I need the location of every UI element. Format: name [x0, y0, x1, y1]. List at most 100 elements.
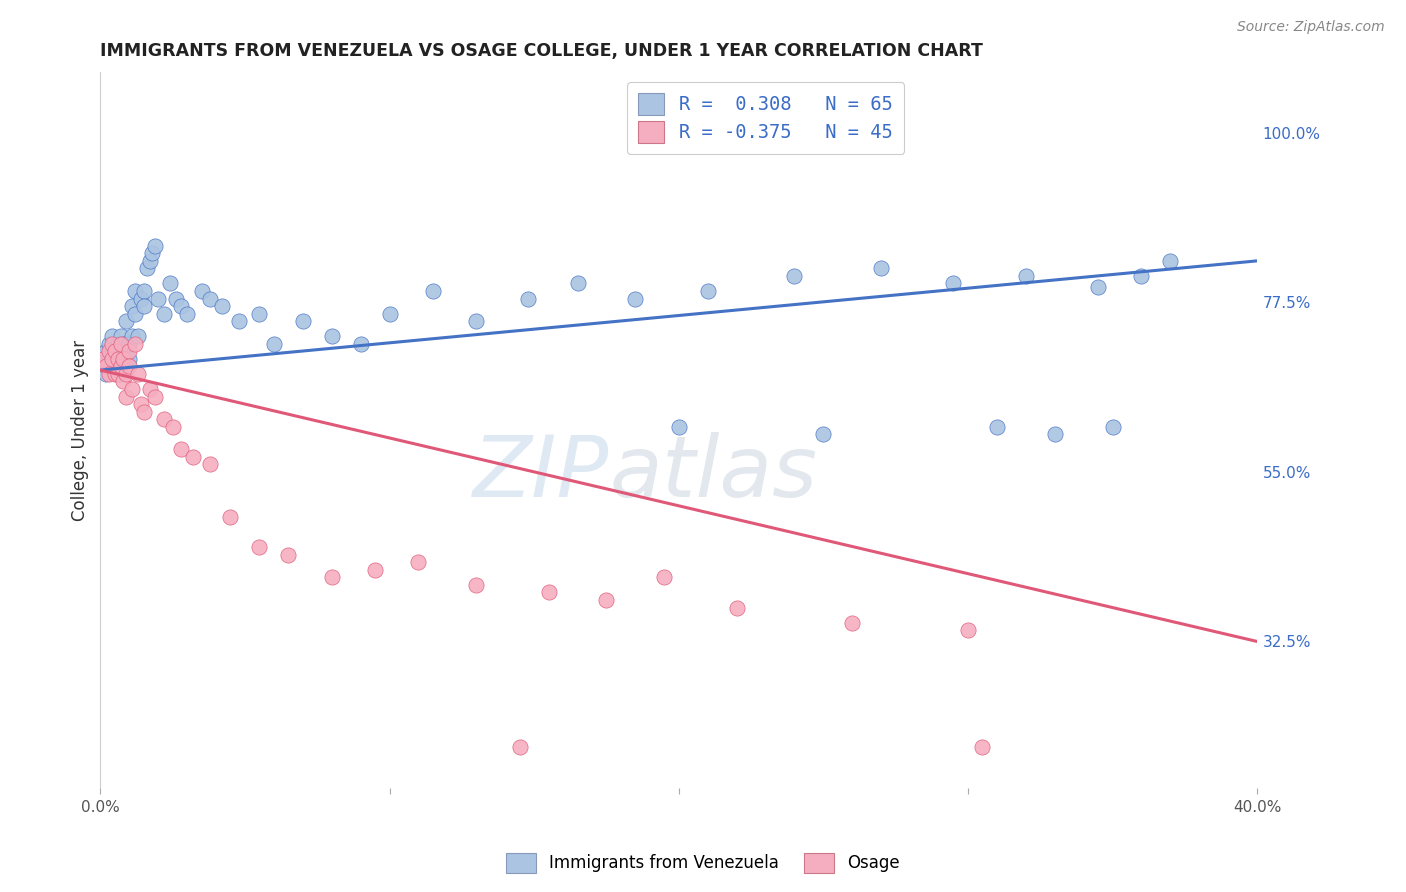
Point	[1159, 253, 1181, 268]
Point	[277, 548, 299, 562]
Point	[110, 359, 132, 374]
Point	[110, 356, 132, 370]
Point	[115, 314, 138, 328]
Point	[870, 261, 893, 276]
Point	[509, 739, 531, 754]
Point	[211, 299, 233, 313]
Point	[124, 336, 146, 351]
Point	[124, 284, 146, 298]
Point	[135, 261, 157, 276]
Point	[101, 336, 124, 351]
Point	[143, 239, 166, 253]
Point	[942, 277, 965, 291]
Point	[94, 367, 117, 381]
Point	[153, 307, 176, 321]
Point	[91, 351, 114, 366]
Point	[132, 299, 155, 313]
Point	[668, 419, 690, 434]
Text: IMMIGRANTS FROM VENEZUELA VS OSAGE COLLEGE, UNDER 1 YEAR CORRELATION CHART: IMMIGRANTS FROM VENEZUELA VS OSAGE COLLE…	[100, 42, 983, 60]
Point	[138, 253, 160, 268]
Point	[263, 336, 285, 351]
Point	[132, 404, 155, 418]
Point	[378, 307, 401, 321]
Point	[115, 390, 138, 404]
Point	[112, 336, 135, 351]
Point	[972, 739, 994, 754]
Point	[1130, 268, 1153, 283]
Point	[112, 351, 135, 366]
Point	[624, 292, 647, 306]
Point	[98, 344, 121, 359]
Point	[98, 356, 121, 370]
Point	[104, 341, 127, 355]
Point	[517, 292, 540, 306]
Point	[107, 351, 129, 366]
Point	[422, 284, 444, 298]
Point	[127, 329, 149, 343]
Point	[104, 356, 127, 370]
Point	[813, 427, 835, 442]
Point	[465, 314, 488, 328]
Point	[200, 292, 222, 306]
Point	[170, 299, 193, 313]
Point	[364, 563, 387, 577]
Point	[98, 367, 121, 381]
Point	[165, 292, 187, 306]
Point	[98, 336, 121, 351]
Text: atlas: atlas	[609, 432, 817, 515]
Point	[291, 314, 314, 328]
Y-axis label: College, Under 1 year: College, Under 1 year	[72, 340, 89, 521]
Point	[141, 246, 163, 260]
Point	[129, 292, 152, 306]
Text: ZIP: ZIP	[472, 432, 609, 515]
Point	[696, 284, 718, 298]
Point	[652, 570, 675, 584]
Point	[1015, 268, 1038, 283]
Legend: Immigrants from Venezuela, Osage: Immigrants from Venezuela, Osage	[499, 847, 907, 880]
Point	[118, 351, 141, 366]
Point	[112, 351, 135, 366]
Point	[101, 351, 124, 366]
Point	[115, 351, 138, 366]
Point	[181, 450, 204, 464]
Point	[138, 382, 160, 396]
Legend: R =  0.308   N = 65, R = -0.375   N = 45: R = 0.308 N = 65, R = -0.375 N = 45	[627, 82, 904, 154]
Point	[537, 585, 560, 599]
Point	[783, 268, 806, 283]
Point	[118, 336, 141, 351]
Point	[1101, 419, 1123, 434]
Point	[465, 578, 488, 592]
Point	[143, 390, 166, 404]
Point	[132, 284, 155, 298]
Point	[595, 593, 617, 607]
Point	[118, 344, 141, 359]
Point	[121, 382, 143, 396]
Point	[127, 367, 149, 381]
Point	[200, 458, 222, 472]
Point	[104, 367, 127, 381]
Point	[118, 359, 141, 374]
Point	[567, 277, 589, 291]
Point	[107, 336, 129, 351]
Point	[104, 344, 127, 359]
Point	[219, 510, 242, 524]
Point	[986, 419, 1008, 434]
Point	[249, 307, 271, 321]
Point	[94, 344, 117, 359]
Point	[101, 329, 124, 343]
Point	[124, 307, 146, 321]
Point	[321, 570, 343, 584]
Point	[91, 356, 114, 370]
Point	[162, 419, 184, 434]
Point	[110, 336, 132, 351]
Point	[110, 329, 132, 343]
Point	[176, 307, 198, 321]
Point	[170, 442, 193, 457]
Point	[107, 367, 129, 381]
Point	[841, 615, 863, 630]
Point	[249, 541, 271, 555]
Point	[107, 367, 129, 381]
Point	[112, 375, 135, 389]
Point	[159, 277, 181, 291]
Point	[725, 600, 748, 615]
